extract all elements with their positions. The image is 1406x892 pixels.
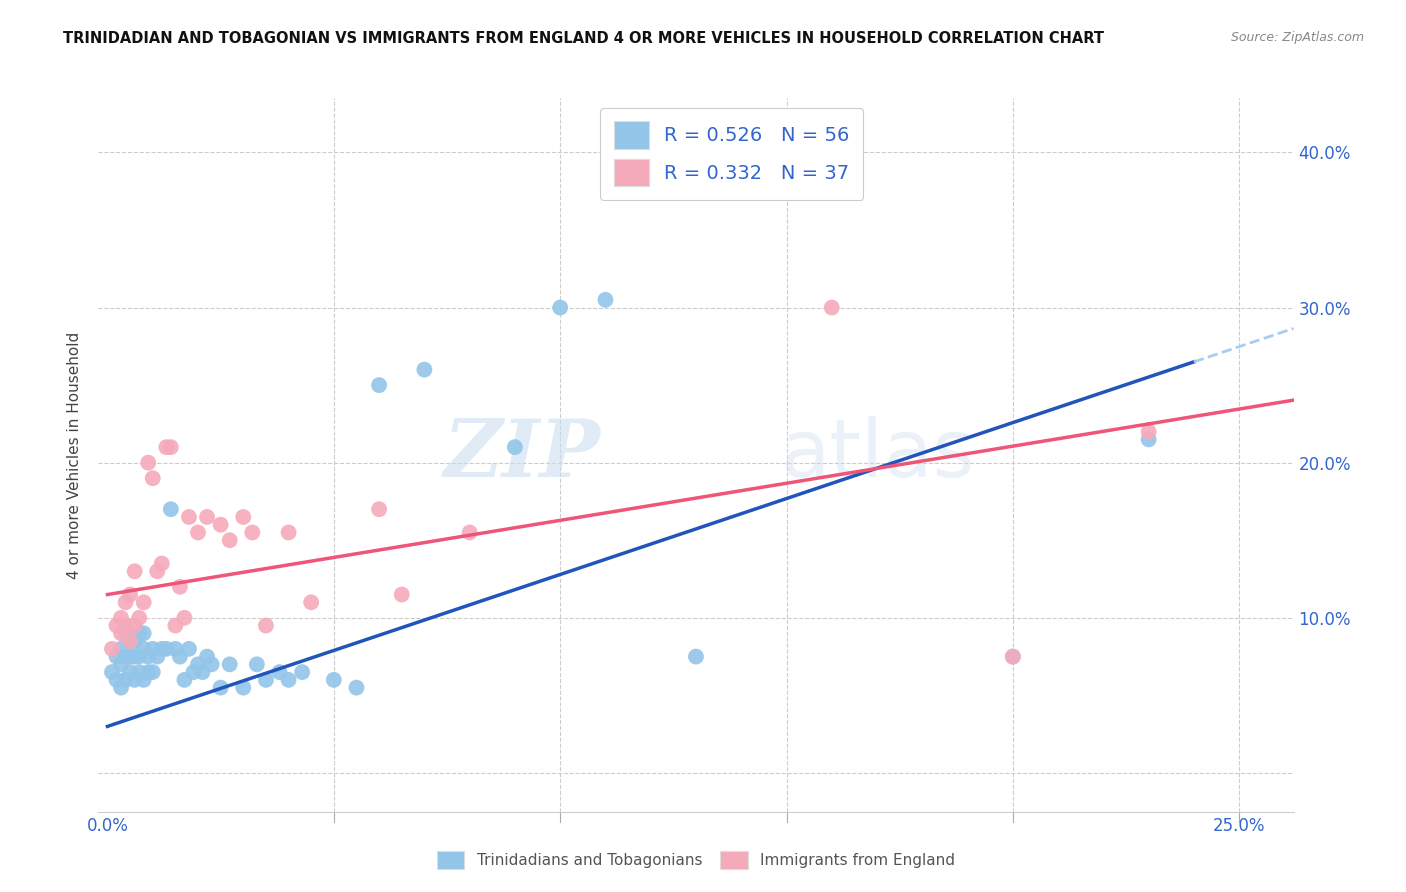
Point (187, 657, 209, 672)
Point (110, 626, 132, 640)
Point (246, 657, 269, 672)
Point (195, 510, 218, 524)
Point (548, 301, 571, 315)
Point (142, 471, 165, 485)
Point (110, 641, 132, 656)
Point (346, 681, 368, 695)
Point (124, 618, 146, 632)
Point (101, 641, 124, 656)
Point (165, 618, 187, 632)
Point (368, 502, 391, 516)
Point (503, 440, 526, 454)
Point (232, 510, 254, 524)
Point (1137, 433, 1160, 447)
Point (254, 618, 277, 632)
Point (391, 588, 413, 602)
Point (173, 673, 195, 687)
Point (177, 641, 200, 656)
Point (114, 595, 136, 609)
Point (165, 641, 187, 656)
Point (120, 634, 142, 648)
Point (458, 525, 481, 540)
Point (322, 673, 344, 687)
Point (155, 440, 177, 454)
Point (132, 641, 155, 656)
Point (269, 665, 291, 679)
Text: Source: ZipAtlas.com: Source: ZipAtlas.com (1230, 31, 1364, 45)
Point (191, 665, 214, 679)
Point (169, 580, 191, 594)
Point (132, 626, 155, 640)
Text: TRINIDADIAN AND TOBAGONIAN VS IMMIGRANTS FROM ENGLAND 4 OR MORE VEHICLES IN HOUS: TRINIDADIAN AND TOBAGONIAN VS IMMIGRANTS… (63, 31, 1104, 46)
Point (299, 595, 322, 609)
Point (195, 649, 218, 664)
Point (150, 641, 173, 656)
Point (169, 649, 191, 664)
Point (124, 634, 146, 648)
Point (218, 657, 240, 672)
Text: ZIP: ZIP (443, 417, 600, 493)
Point (105, 649, 128, 664)
Point (146, 564, 169, 578)
Point (110, 657, 132, 672)
Point (150, 557, 173, 571)
Point (413, 362, 436, 376)
Point (368, 378, 391, 392)
Point (291, 665, 314, 679)
Point (277, 673, 299, 687)
Point (124, 649, 146, 664)
Point (821, 301, 844, 315)
Point (142, 665, 165, 679)
Point (160, 440, 183, 454)
Point (124, 673, 146, 687)
Point (277, 525, 299, 540)
Point (183, 665, 205, 679)
Point (209, 517, 232, 532)
Point (254, 673, 277, 687)
Point (128, 626, 150, 640)
Point (155, 641, 177, 656)
Point (120, 634, 142, 648)
Point (200, 657, 222, 672)
Point (177, 510, 200, 524)
Point (101, 665, 124, 679)
Point (128, 665, 150, 679)
Point (142, 641, 165, 656)
Point (173, 611, 195, 625)
Text: atlas: atlas (779, 416, 974, 494)
Point (136, 649, 159, 664)
Point (110, 611, 132, 625)
Point (685, 649, 707, 664)
Point (1001, 649, 1024, 664)
Point (128, 611, 150, 625)
Point (114, 673, 136, 687)
Point (232, 681, 254, 695)
Point (105, 673, 128, 687)
Point (187, 525, 209, 540)
Point (595, 293, 617, 307)
Point (110, 681, 132, 695)
Point (114, 649, 136, 664)
Point (128, 649, 150, 664)
Point (218, 533, 240, 548)
Point (105, 618, 128, 632)
Point (120, 649, 142, 664)
Point (160, 502, 183, 516)
Point (120, 588, 142, 602)
Point (240, 525, 263, 540)
Legend: Trinidadians and Tobagonians, Immigrants from England: Trinidadians and Tobagonians, Immigrants… (430, 845, 962, 875)
Point (136, 665, 159, 679)
Point (132, 673, 155, 687)
Point (124, 564, 146, 578)
Point (146, 649, 169, 664)
Point (114, 618, 136, 632)
Point (1137, 425, 1160, 439)
Point (136, 456, 159, 470)
Y-axis label: 4 or more Vehicles in Household: 4 or more Vehicles in Household (67, 331, 83, 579)
Point (209, 681, 232, 695)
Point (1001, 649, 1024, 664)
Point (120, 665, 142, 679)
Point (114, 626, 136, 640)
Point (132, 595, 155, 609)
